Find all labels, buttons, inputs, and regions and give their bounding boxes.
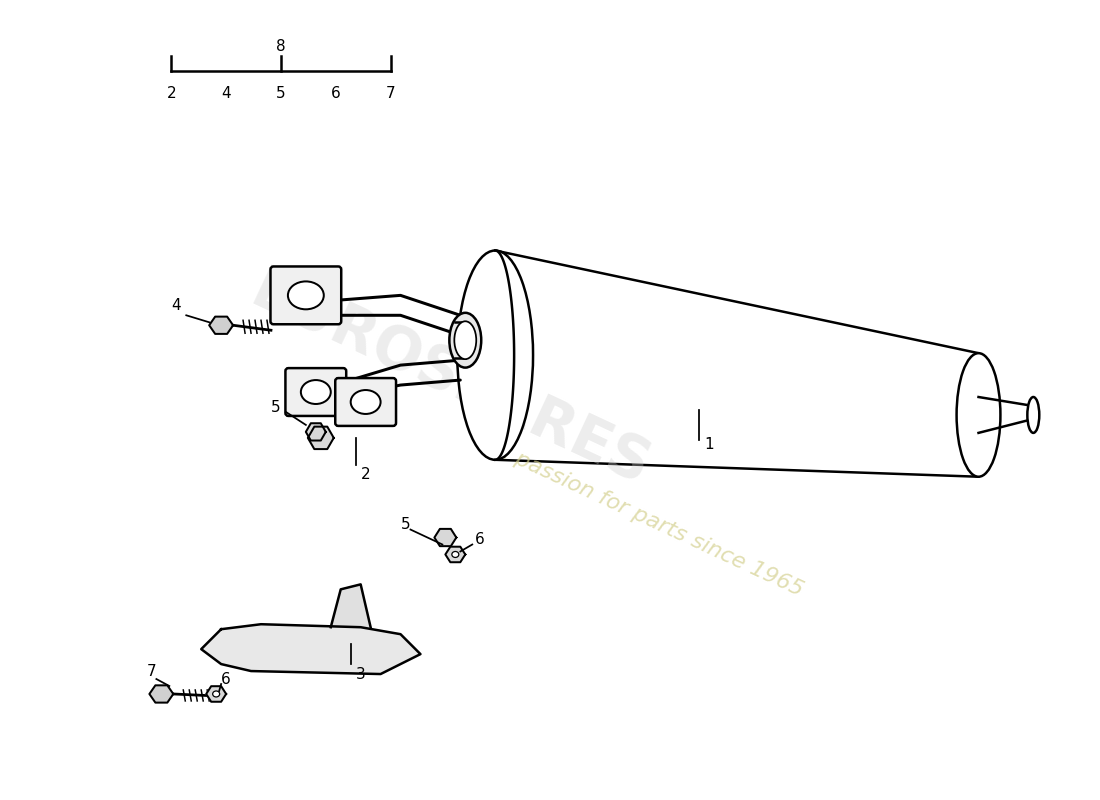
- Polygon shape: [434, 529, 456, 546]
- Text: 5: 5: [271, 401, 281, 415]
- Ellipse shape: [450, 313, 481, 368]
- Text: EUROSPARES: EUROSPARES: [242, 262, 659, 498]
- Text: 6: 6: [475, 532, 485, 547]
- Polygon shape: [331, 584, 371, 627]
- Text: 2: 2: [361, 467, 371, 482]
- Polygon shape: [446, 546, 465, 562]
- Polygon shape: [201, 624, 420, 674]
- Text: 5: 5: [400, 517, 410, 532]
- Ellipse shape: [458, 250, 534, 460]
- Text: 8: 8: [276, 38, 286, 54]
- Text: 4: 4: [172, 298, 182, 313]
- Polygon shape: [150, 686, 174, 702]
- Ellipse shape: [301, 380, 331, 404]
- Ellipse shape: [212, 691, 220, 697]
- Polygon shape: [209, 317, 233, 334]
- Ellipse shape: [288, 282, 323, 310]
- Text: 4: 4: [221, 86, 231, 101]
- Text: 3: 3: [355, 666, 365, 682]
- Polygon shape: [306, 423, 326, 441]
- Text: 5: 5: [276, 86, 286, 101]
- Text: 7: 7: [146, 663, 156, 678]
- Polygon shape: [206, 686, 227, 702]
- Ellipse shape: [1027, 397, 1040, 433]
- Text: 7: 7: [386, 86, 395, 101]
- Ellipse shape: [351, 390, 381, 414]
- Ellipse shape: [957, 353, 1000, 477]
- FancyBboxPatch shape: [271, 266, 341, 324]
- Text: 6: 6: [221, 671, 231, 686]
- Text: 1: 1: [704, 438, 714, 452]
- FancyBboxPatch shape: [336, 378, 396, 426]
- Ellipse shape: [454, 322, 476, 359]
- Text: 2: 2: [166, 86, 176, 101]
- FancyBboxPatch shape: [285, 368, 346, 416]
- Text: a passion for parts since 1965: a passion for parts since 1965: [493, 439, 806, 600]
- Polygon shape: [308, 426, 333, 449]
- Ellipse shape: [452, 551, 459, 558]
- Text: 6: 6: [331, 86, 341, 101]
